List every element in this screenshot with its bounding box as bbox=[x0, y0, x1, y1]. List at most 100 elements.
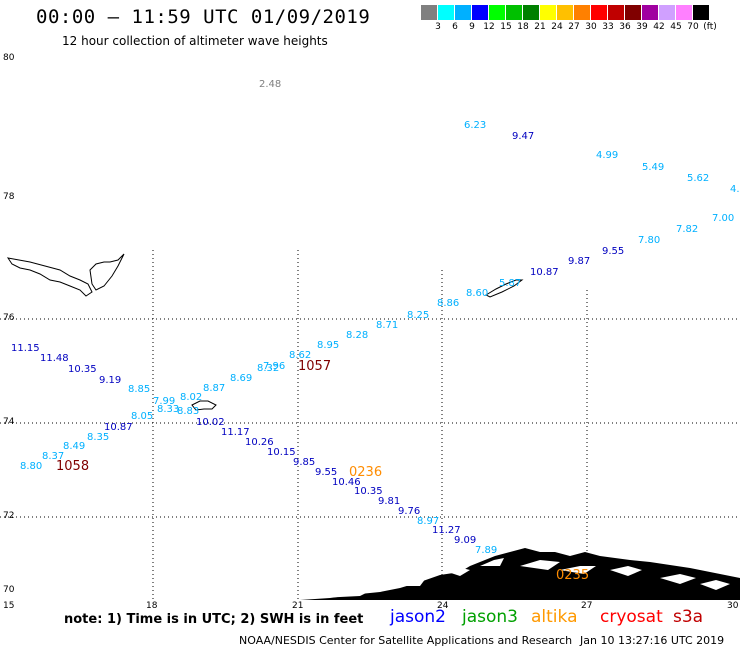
color-tick-label: 15 bbox=[500, 22, 512, 32]
note-text: note: 1) Time is in UTC; 2) SWH is in fe… bbox=[64, 612, 364, 627]
wave-height-value: 4. bbox=[730, 184, 740, 195]
color-swatch bbox=[574, 5, 591, 20]
wave-height-value: 11.48 bbox=[40, 353, 69, 364]
wave-height-value: 10.26 bbox=[245, 437, 274, 448]
wave-height-value: 7.89 bbox=[475, 545, 497, 556]
land-svalbard bbox=[6, 253, 125, 297]
wave-height-value: 8.87 bbox=[203, 383, 225, 394]
wave-height-value: 7.99 bbox=[153, 396, 175, 407]
latitude-label: 70 bbox=[3, 585, 15, 595]
color-tick-label: 12 bbox=[483, 22, 495, 32]
wave-height-value: 8.86 bbox=[437, 298, 459, 309]
wave-height-value: 5.62 bbox=[687, 173, 709, 184]
wave-height-value: 4.99 bbox=[596, 150, 618, 161]
color-swatch bbox=[489, 5, 506, 20]
wave-height-value: 10.46 bbox=[332, 477, 361, 488]
longitude-label: 27 bbox=[581, 601, 592, 611]
latitude-label: 74 bbox=[3, 417, 15, 427]
map-grid bbox=[0, 250, 740, 600]
legend-altika: altika bbox=[531, 607, 578, 627]
wave-height-value: 8.71 bbox=[376, 320, 398, 331]
wave-height-value: 11.27 bbox=[432, 525, 461, 536]
land-hopen bbox=[484, 279, 524, 298]
pass-time-label: 1057 bbox=[298, 359, 331, 374]
wave-height-value: 10.87 bbox=[530, 267, 559, 278]
color-swatch bbox=[506, 5, 523, 20]
color-tick-label: 3 bbox=[435, 22, 441, 32]
wave-height-value: 8.83 bbox=[177, 406, 199, 417]
latitude-label: 76 bbox=[3, 313, 15, 323]
wave-height-value: 9.81 bbox=[378, 496, 400, 507]
longitude-label: 30 bbox=[727, 601, 739, 611]
wave-height-value: 9.55 bbox=[602, 246, 624, 257]
wave-height-value: 8.33 bbox=[157, 404, 179, 415]
color-tick-label: (ft) bbox=[703, 22, 717, 32]
wave-height-value: 7.80 bbox=[638, 235, 660, 246]
wave-height-value: 11.17 bbox=[221, 427, 250, 438]
color-swatch bbox=[642, 5, 659, 20]
wave-height-value: 5.87 bbox=[499, 278, 521, 289]
color-swatch bbox=[455, 5, 472, 20]
color-tick-label: 27 bbox=[568, 22, 580, 32]
wave-height-value: 8.97 bbox=[417, 516, 439, 527]
color-swatch bbox=[523, 5, 540, 20]
color-swatch bbox=[438, 5, 455, 20]
wave-height-value: 9.85 bbox=[293, 457, 315, 468]
legend-jason2: jason2 bbox=[390, 607, 446, 627]
wave-height-values: 2.48 6.23 9.47 4.99 5.49 5.62 4. 7.00 7.82 7.80 9.… bbox=[11, 79, 740, 556]
color-swatch bbox=[591, 5, 608, 20]
wave-height-value: 10.87 bbox=[104, 422, 133, 433]
footer-credit: NOAA/NESDIS Center for Satellite Applica… bbox=[239, 634, 573, 647]
latitude-label: 72 bbox=[3, 511, 14, 521]
wave-height-value: 8.80 bbox=[20, 461, 42, 472]
wave-height-value: 7.82 bbox=[676, 224, 698, 235]
wave-height-value: 9.09 bbox=[454, 535, 476, 546]
pass-time-label: 0236 bbox=[349, 465, 382, 480]
color-tick-label: 70 bbox=[687, 22, 699, 32]
legend-cryosat: cryosat bbox=[600, 607, 663, 627]
wave-height-value: 8.28 bbox=[346, 330, 368, 341]
wave-height-value: 10.35 bbox=[68, 364, 97, 375]
color-tick-label: 18 bbox=[517, 22, 529, 32]
pass-time-label: 0235 bbox=[556, 568, 589, 583]
latitude-labels: 80 78 76 74 72 70 bbox=[3, 53, 15, 595]
color-tick-label: 24 bbox=[551, 22, 563, 32]
wave-height-value: 9.87 bbox=[568, 256, 590, 267]
pass-time-labels: 1057 1058 0236 0235 bbox=[56, 359, 589, 583]
land-bear-island bbox=[191, 400, 217, 411]
coastline bbox=[6, 253, 524, 411]
color-swatch bbox=[625, 5, 642, 20]
legend-s3a: s3a bbox=[673, 607, 704, 627]
color-tick-label: 39 bbox=[636, 22, 648, 32]
longitude-labels: 15 18 21 24 27 30 bbox=[3, 601, 739, 611]
wave-height-value: 8.60 bbox=[466, 288, 488, 299]
color-tick-label: 36 bbox=[619, 22, 631, 32]
wave-height-value: 8.62 bbox=[289, 350, 311, 361]
wave-height-value: 8.85 bbox=[128, 384, 150, 395]
longitude-label: 18 bbox=[146, 601, 158, 611]
wave-height-value: 10.35 bbox=[354, 486, 383, 497]
wave-height-value: 8.05 bbox=[131, 411, 153, 422]
legend-jason3: jason3 bbox=[462, 607, 518, 627]
longitude-label: 24 bbox=[437, 601, 449, 611]
map-frame bbox=[1, 60, 740, 600]
color-swatch bbox=[608, 5, 625, 20]
wave-height-value: 5.49 bbox=[642, 162, 664, 173]
wave-height-value: 8.69 bbox=[230, 373, 252, 384]
color-swatch bbox=[659, 5, 676, 20]
longitude-label: 15 bbox=[3, 601, 14, 611]
color-tick-label: 45 bbox=[670, 22, 682, 32]
color-tick-label: 33 bbox=[602, 22, 614, 32]
wave-height-value: 9.76 bbox=[398, 506, 420, 517]
wave-height-value: 8.32 bbox=[257, 363, 279, 374]
color-swatch bbox=[557, 5, 574, 20]
wave-height-value: 8.25 bbox=[407, 310, 429, 321]
color-swatch bbox=[421, 5, 438, 20]
longitude-label: 21 bbox=[292, 601, 303, 611]
wave-height-value: 7.00 bbox=[712, 213, 734, 224]
wave-height-value: 2.48 bbox=[259, 79, 281, 90]
color-swatch bbox=[540, 5, 557, 20]
color-scale-bar bbox=[421, 5, 710, 20]
map-subtitle: 12 hour collection of altimeter wave hei… bbox=[62, 34, 328, 48]
wave-height-value: 8.37 bbox=[42, 451, 64, 462]
